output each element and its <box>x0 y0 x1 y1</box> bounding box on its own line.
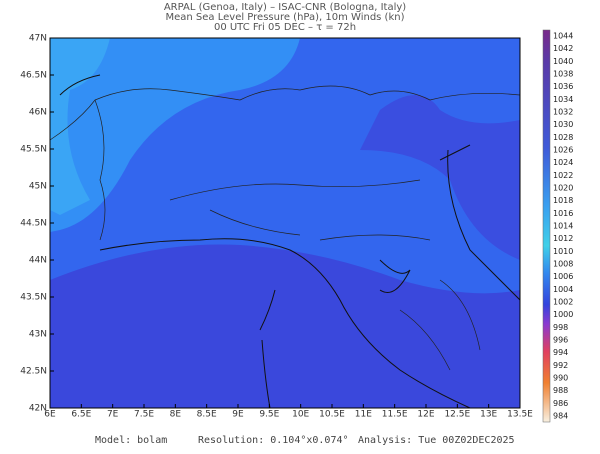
lat-label: 46N <box>29 108 47 118</box>
lon-label: 8E <box>170 410 182 420</box>
lon-label: 6.5E <box>71 410 91 420</box>
lon-label: 7E <box>107 410 119 420</box>
colorbar-label: 1036 <box>553 82 573 91</box>
field-low <box>50 244 520 408</box>
colorbar-label: 1038 <box>553 70 573 79</box>
lat-label: 45.5N <box>20 145 47 155</box>
colorbar-label: 1020 <box>553 184 573 193</box>
colorbar-label: 1014 <box>553 222 573 231</box>
lon-label: 13E <box>480 410 497 420</box>
lat-label: 43.5N <box>20 293 47 303</box>
field-low <box>360 95 520 260</box>
colorbar-label: 1012 <box>553 234 573 243</box>
colorbar-label: 990 <box>553 374 568 383</box>
lat-label: 44N <box>29 256 47 266</box>
map-field <box>50 38 520 408</box>
footer-analysis: Analysis: Tue 00Z02DEC2025 <box>358 435 515 446</box>
colorbar-label: 1028 <box>553 133 573 142</box>
lat-label: 47N <box>29 34 47 44</box>
colorbar-label: 1008 <box>553 260 573 269</box>
colorbar-label: 1034 <box>553 95 573 104</box>
colorbar-label: 1040 <box>553 57 573 66</box>
colorbar-label: 1004 <box>553 285 573 294</box>
lon-label: 9.5E <box>259 410 279 420</box>
colorbar-label: 1024 <box>553 158 573 167</box>
colorbar-label: 994 <box>553 348 568 357</box>
colorbar-label: 1032 <box>553 108 573 117</box>
lat-label: 45N <box>29 182 47 192</box>
header-line: ARPAL (Genoa, Italy) – ISAC-CNR (Bologna… <box>164 2 406 13</box>
colorbar-label: 986 <box>553 399 568 408</box>
colorbar-label: 1018 <box>553 196 573 205</box>
colorbar-label: 984 <box>553 412 568 421</box>
colorbar-label: 998 <box>553 323 568 332</box>
field-higher <box>50 38 110 215</box>
header-line: 00 UTC Fri 05 DEC – τ = 72h <box>214 22 356 33</box>
lon-label: 11E <box>355 410 372 420</box>
lon-label: 8.5E <box>197 410 217 420</box>
colorbar <box>542 29 551 423</box>
coastlines <box>59 74 520 408</box>
colorbar-label: 988 <box>553 386 568 395</box>
colorbar-label: 1006 <box>553 272 573 281</box>
colorbar-label: 1026 <box>553 146 573 155</box>
footer-model: Model: bolam <box>95 435 167 446</box>
borders <box>50 85 520 371</box>
lon-label: 7.5E <box>134 410 154 420</box>
lon-label: 10E <box>292 410 309 420</box>
colorbar-label: 1016 <box>553 209 573 218</box>
colorbar-label: 992 <box>553 361 568 370</box>
lon-label: 13.5E <box>507 410 533 420</box>
lat-label: 46.5N <box>20 71 47 81</box>
colorbar-label: 1000 <box>553 310 573 319</box>
lon-label: 12E <box>417 410 434 420</box>
colorbar-label: 1044 <box>553 32 573 41</box>
colorbar-label: 1022 <box>553 171 573 180</box>
header-line: Mean Sea Level Pressure (hPa), 10m Winds… <box>166 12 405 23</box>
colorbar-label: 1002 <box>553 298 573 307</box>
lon-label: 12.5E <box>444 410 470 420</box>
lat-label: 42.5N <box>20 367 47 377</box>
colorbar-label: 1030 <box>553 120 573 129</box>
colorbar-label: 1010 <box>553 247 573 256</box>
lat-label: 44.5N <box>20 219 47 229</box>
lon-label: 6E <box>44 410 56 420</box>
lat-label: 43N <box>29 330 47 340</box>
field-high <box>50 38 300 232</box>
lon-label: 11.5E <box>382 410 408 420</box>
lon-label: 10.5E <box>319 410 345 420</box>
colorbar-label: 996 <box>553 336 568 345</box>
lat-label: 42N <box>29 404 47 414</box>
lon-label: 9E <box>232 410 244 420</box>
colorbar-label: 1042 <box>553 44 573 53</box>
footer-resolution: Resolution: 0.104°x0.074° <box>198 435 349 446</box>
